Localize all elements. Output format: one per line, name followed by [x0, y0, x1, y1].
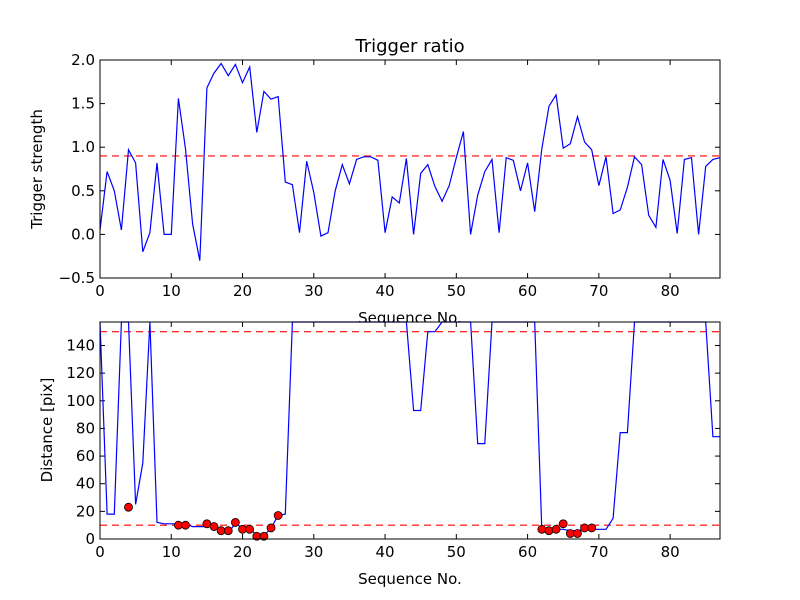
marker-point — [259, 531, 269, 541]
marker-point — [181, 520, 190, 530]
y-tick-label: 140 — [66, 336, 95, 354]
x-tick-label: 70 — [589, 543, 608, 561]
y-tick-label: −0.5 — [59, 269, 95, 287]
y-tick-label: 80 — [76, 419, 95, 437]
x-tick-label: 10 — [162, 282, 181, 300]
y-axis-label: Distance [pix] — [38, 378, 56, 483]
y-tick-label: 0 — [85, 530, 95, 548]
y-tick-label: 60 — [76, 447, 95, 465]
marker-point — [558, 519, 568, 529]
series-line — [99, 62, 721, 261]
x-tick-label: 30 — [304, 282, 323, 300]
y-tick-label: 120 — [66, 364, 95, 382]
y-tick-label: 0.5 — [71, 182, 95, 200]
y-tick-label: 0.0 — [71, 225, 95, 243]
x-tick-label: 50 — [447, 282, 466, 300]
marker-point — [266, 523, 276, 533]
plot-frame — [99, 59, 721, 279]
marker-point — [231, 518, 240, 527]
x-tick-label: 40 — [376, 282, 395, 300]
chart-title: Trigger ratio — [354, 36, 464, 57]
x-tick-label: 80 — [661, 543, 680, 561]
marker-point — [587, 523, 597, 533]
plot-area — [100, 322, 720, 539]
x-tick-label: 10 — [162, 543, 181, 561]
x-tick-label: 20 — [233, 282, 252, 300]
y-tick-label: 40 — [76, 475, 95, 493]
x-tick-label: 50 — [447, 543, 466, 561]
x-tick-label: 80 — [661, 282, 680, 300]
x-tick-label: 70 — [589, 282, 608, 300]
x-tick-label: 60 — [518, 282, 537, 300]
marker-point — [537, 524, 547, 534]
marker-points — [124, 502, 597, 541]
y-tick-label: 1.0 — [71, 138, 95, 156]
y-axis-label: Trigger strength — [28, 109, 46, 230]
x-tick-label: 30 — [304, 543, 323, 561]
axis-ticks: 0 10 20 30 40 50 60 70 80 −0.5 0.0 0.5 1.0 1.5 2.0 — [59, 51, 720, 300]
y-tick-label: 1.5 — [71, 95, 95, 113]
distance-chart: 0 10 20 30 40 50 60 70 80 0 20 40 60 80 100 120 140 Sequ… — [38, 321, 721, 588]
x-tick-label: 20 — [233, 543, 252, 561]
plot-area — [100, 60, 720, 278]
x-axis-label: Sequence No. — [358, 570, 462, 588]
marker-point — [209, 522, 219, 531]
y-tick-label: 20 — [76, 502, 95, 520]
x-tick-label: 40 — [376, 543, 395, 561]
marker-point — [245, 524, 255, 534]
marker-point — [124, 502, 133, 512]
plot-frame — [99, 321, 721, 540]
axis-ticks: 0 10 20 30 40 50 60 70 80 0 20 40 60 80 100 120 140 — [66, 322, 720, 561]
x-tick-label: 0 — [95, 543, 105, 561]
series-line — [99, 321, 720, 537]
x-tick-label: 60 — [518, 543, 537, 561]
marker-point — [223, 526, 233, 536]
trigger-ratio-chart: Trigger ratio 0 10 20 30 40 50 60 70 80 −0.5 0.0 0.… — [28, 36, 721, 327]
marker-point — [273, 511, 283, 520]
marker-point — [573, 529, 582, 538]
marker-point — [544, 526, 554, 536]
y-tick-label: 100 — [66, 392, 95, 410]
x-tick-label: 0 — [95, 282, 105, 300]
marker-point — [551, 524, 561, 534]
y-tick-label: 2.0 — [71, 51, 95, 69]
